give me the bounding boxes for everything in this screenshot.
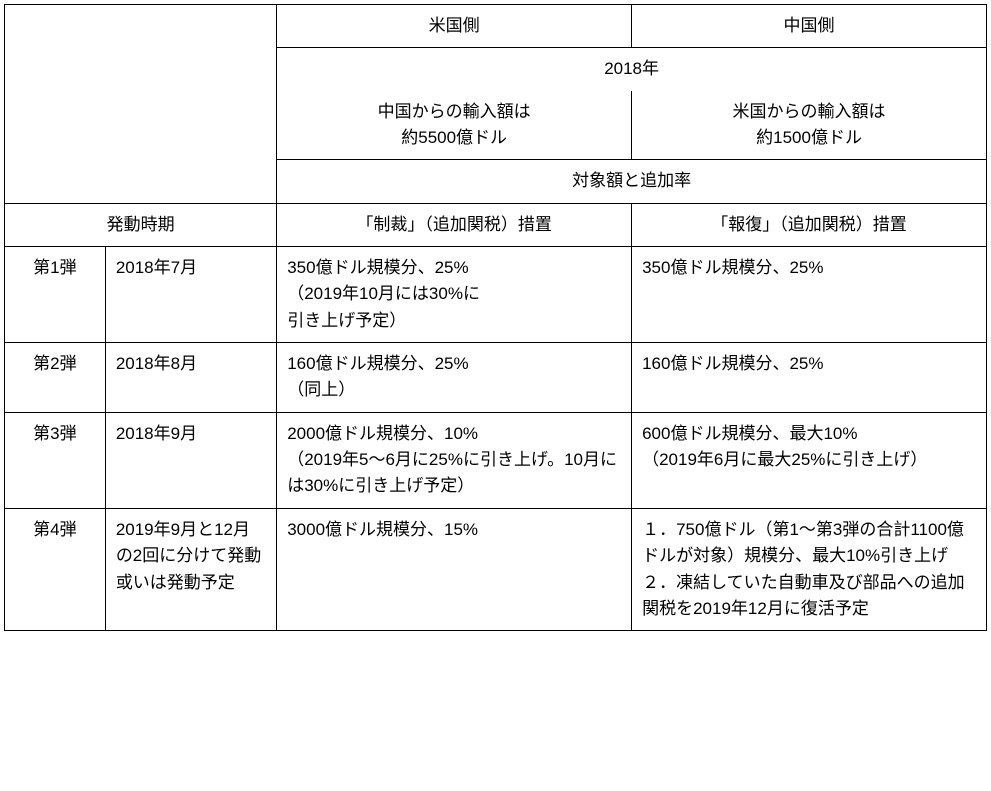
cell-date: 2019年9月と12月の2回に分けて発動或いは発動予定 [105, 508, 276, 630]
cell-us: 160億ドル規模分、25%（同上） [277, 343, 632, 413]
header-subject-rate: 対象額と追加率 [277, 160, 987, 203]
table-row: 第1弾 2018年7月 350億ドル規模分、25%（2019年10月には30%に… [5, 247, 987, 343]
cell-phase: 第1弾 [5, 247, 106, 343]
cell-phase: 第3弾 [5, 412, 106, 508]
header-cn-measure: 「報復」（追加関税）措置 [632, 203, 987, 246]
header-us-measure: 「制裁」（追加関税）措置 [277, 203, 632, 246]
cell-us: 350億ドル規模分、25%（2019年10月には30%に引き上げ予定） [277, 247, 632, 343]
cell-date: 2018年7月 [105, 247, 276, 343]
tariff-table: 米国側 中国側 2018年 中国からの輸入額は 約5500億ドル 米国からの輸入… [4, 4, 987, 631]
header-us-imports-line2: 約5500億ドル [401, 128, 507, 147]
header-us-imports-line1: 中国からの輸入額は [378, 102, 531, 121]
table-row: 第4弾 2019年9月と12月の2回に分けて発動或いは発動予定 3000億ドル規… [5, 508, 987, 630]
header-us-imports: 中国からの輸入額は 約5500億ドル [277, 91, 632, 160]
table-header-row-columns: 発動時期 「制裁」（追加関税）措置 「報復」（追加関税）措置 [5, 203, 987, 246]
header-us-side: 米国側 [277, 5, 632, 48]
table-row: 第2弾 2018年8月 160億ドル規模分、25%（同上） 160億ドル規模分、… [5, 343, 987, 413]
header-cn-side: 中国側 [632, 5, 987, 48]
cell-phase: 第2弾 [5, 343, 106, 413]
cell-date: 2018年8月 [105, 343, 276, 413]
header-cn-imports: 米国からの輸入額は 約1500億ドル [632, 91, 987, 160]
page: 米国側 中国側 2018年 中国からの輸入額は 約5500億ドル 米国からの輸入… [0, 0, 991, 791]
cell-cn: １．750億ドル（第1〜第3弾の合計1100億ドルが対象）規模分、最大10%引き… [632, 508, 987, 630]
header-cn-imports-line1: 米国からの輸入額は [733, 102, 886, 121]
cell-date: 2018年9月 [105, 412, 276, 508]
header-blank-cell [5, 5, 277, 204]
cell-cn: 350億ドル規模分、25% [632, 247, 987, 343]
cell-cn: 600億ドル規模分、最大10%（2019年6月に最大25%に引き上げ） [632, 412, 987, 508]
header-cn-imports-line2: 約1500億ドル [756, 128, 862, 147]
cell-cn: 160億ドル規模分、25% [632, 343, 987, 413]
header-timing: 発動時期 [5, 203, 277, 246]
cell-phase: 第4弾 [5, 508, 106, 630]
header-year: 2018年 [277, 48, 987, 91]
cell-us: 3000億ドル規模分、15% [277, 508, 632, 630]
table-header-row-sides: 米国側 中国側 [5, 5, 987, 48]
cell-us: 2000億ドル規模分、10%（2019年5〜6月に25%に引き上げ。10月には3… [277, 412, 632, 508]
table-row: 第3弾 2018年9月 2000億ドル規模分、10%（2019年5〜6月に25%… [5, 412, 987, 508]
